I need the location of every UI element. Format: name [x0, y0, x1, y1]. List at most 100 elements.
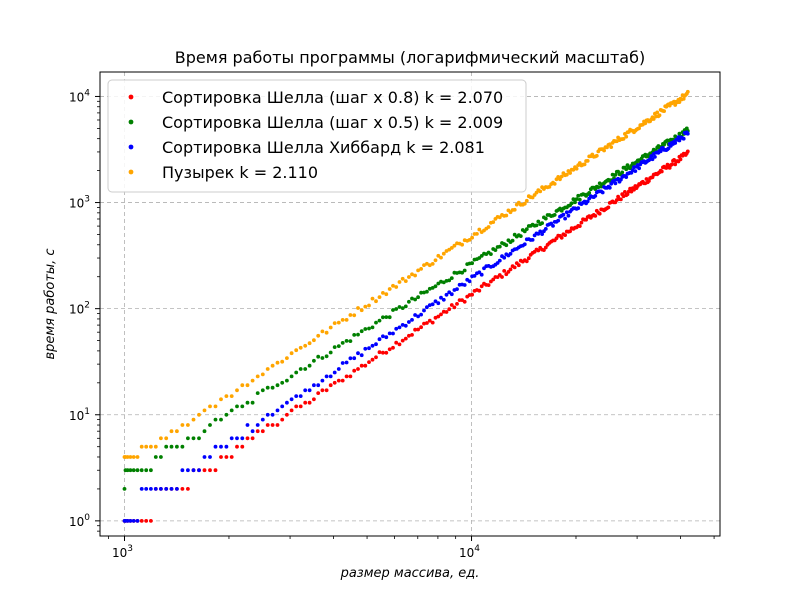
data-point [219, 455, 223, 459]
data-point [153, 487, 158, 491]
data-point [367, 346, 371, 351]
data-point [444, 310, 449, 314]
data-point [260, 372, 265, 377]
data-point [235, 436, 239, 441]
data-point [298, 404, 303, 409]
data-point [502, 255, 507, 260]
data-point [427, 286, 432, 291]
data-point [594, 153, 599, 158]
data-point [397, 325, 402, 330]
data-point [504, 213, 509, 218]
legend-label: Сортировка Шелла Хиббард k = 2.081 [162, 138, 485, 157]
data-point [568, 229, 572, 234]
data-point [240, 436, 245, 441]
data-point [673, 162, 678, 167]
data-point [363, 304, 368, 309]
data-point [422, 321, 426, 326]
data-point [582, 162, 587, 167]
data-point [410, 333, 414, 337]
data-point [609, 145, 614, 150]
data-point [197, 412, 201, 417]
data-point [219, 417, 223, 422]
data-point [400, 276, 405, 281]
data-point [377, 318, 382, 323]
data-point [436, 314, 441, 319]
data-point [681, 136, 686, 141]
data-point [518, 234, 523, 239]
data-point [202, 429, 207, 434]
data-point [472, 274, 477, 278]
data-point [491, 277, 496, 282]
data-point [433, 284, 438, 289]
data-point [597, 211, 602, 216]
data-point [470, 261, 474, 266]
legend-box [107, 79, 527, 193]
data-point [202, 468, 207, 473]
data-point [344, 360, 349, 365]
data-point [359, 308, 364, 313]
data-point [149, 487, 153, 491]
data-point [436, 281, 441, 286]
data-point [153, 444, 158, 449]
data-point [407, 320, 411, 324]
data-point [413, 273, 417, 278]
data-point [540, 221, 544, 226]
data-point [452, 305, 457, 310]
data-point [359, 363, 364, 368]
data-point [294, 370, 299, 375]
data-point [352, 333, 357, 337]
legend-label: Сортировка Шелла (шаг х 0.5) k = 2.009 [162, 113, 503, 132]
data-point [336, 344, 341, 348]
data-point [285, 356, 289, 360]
data-point [289, 397, 294, 402]
legend-marker [128, 119, 134, 125]
data-point [610, 172, 615, 177]
data-point [563, 233, 567, 238]
data-point [270, 423, 275, 427]
data-point [245, 400, 250, 405]
data-point [425, 305, 429, 310]
data-point [219, 444, 223, 449]
data-point [245, 383, 250, 388]
data-point [186, 468, 190, 473]
data-point [579, 220, 584, 225]
data-point [316, 333, 321, 338]
data-point [657, 113, 662, 118]
data-point [316, 383, 321, 388]
data-point [289, 351, 294, 356]
data-point [413, 297, 417, 302]
data-point [394, 326, 399, 331]
data-point [387, 287, 392, 291]
data-point [265, 423, 270, 427]
data-point [413, 313, 417, 317]
data-point [394, 285, 399, 289]
data-point [320, 356, 325, 360]
data-point [265, 367, 270, 371]
data-point [400, 323, 405, 327]
data-point [462, 268, 467, 273]
data-point [400, 306, 405, 310]
data-point [391, 308, 395, 312]
data-point [576, 206, 581, 211]
data-point [524, 227, 529, 232]
data-point [159, 455, 163, 459]
data-point [324, 388, 329, 393]
data-point [381, 334, 385, 339]
data-point [275, 408, 280, 413]
data-point [186, 423, 190, 427]
data-point [307, 341, 312, 346]
data-point [224, 455, 229, 459]
data-point [629, 189, 634, 194]
data-point [208, 468, 212, 473]
data-point [294, 348, 299, 353]
data-point [340, 341, 345, 345]
data-point [213, 444, 218, 449]
data-point [285, 412, 289, 417]
data-point [169, 429, 174, 434]
data-point [191, 468, 196, 473]
data-point [655, 110, 660, 115]
data-point [422, 263, 426, 267]
data-point [370, 343, 375, 348]
data-point [229, 455, 234, 459]
data-point [370, 296, 375, 301]
